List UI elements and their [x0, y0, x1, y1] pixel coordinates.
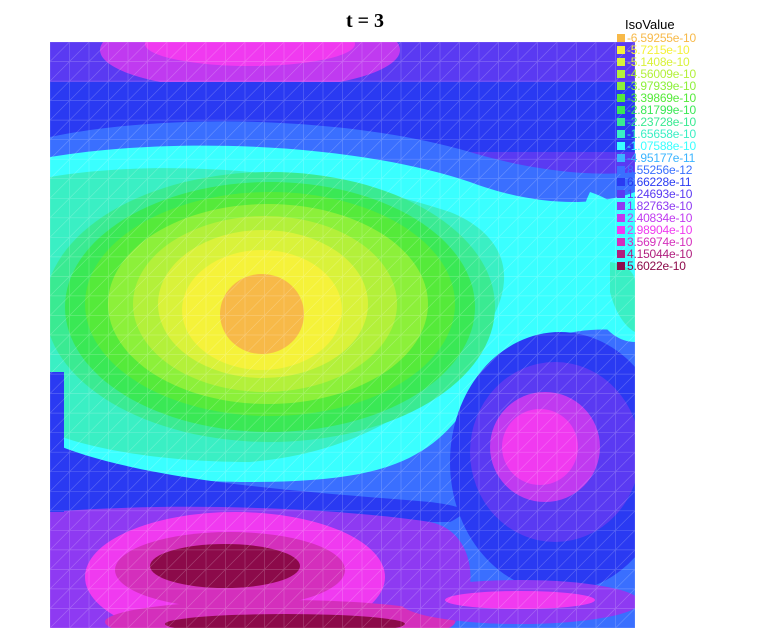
- legend-swatch: [617, 166, 625, 174]
- legend-entry: 8.55256e-12: [617, 164, 696, 176]
- legend-entry: 1.24693e-10: [617, 188, 696, 200]
- mesh-lines: [50, 42, 635, 628]
- legend-entry: -4.95177e-11: [617, 152, 696, 164]
- legend-swatch: [617, 58, 625, 66]
- legend: IsoValue -6.59255e-10 -5.7215e-10 -5.1408e…: [617, 18, 696, 272]
- legend-swatch: [617, 142, 625, 150]
- legend-swatch: [617, 202, 625, 210]
- legend-label: -5.7215e-10: [627, 43, 690, 57]
- legend-swatch: [617, 118, 625, 126]
- legend-entry: -5.1408e-10: [617, 56, 696, 68]
- contour-band: [50, 372, 64, 512]
- legend-entry: -3.97939e-10: [617, 80, 696, 92]
- legend-swatch: [617, 250, 625, 258]
- legend-entry: 5.6022e-10: [617, 260, 696, 272]
- contour-band: [50, 442, 464, 522]
- legend-label: 1.82763e-10: [627, 199, 693, 213]
- legend-label: -3.39869e-10: [627, 91, 696, 105]
- contour-band: [150, 544, 300, 588]
- legend-label: 2.98904e-10: [627, 223, 693, 237]
- legend-label: 2.40834e-10: [627, 211, 693, 225]
- legend-swatch: [617, 190, 625, 198]
- legend-swatch: [617, 178, 625, 186]
- legend-label: -2.23728e-10: [627, 115, 696, 129]
- legend-swatch: [617, 94, 625, 102]
- legend-entry: 6.66228e-11: [617, 176, 696, 188]
- legend-entry: -6.59255e-10: [617, 32, 696, 44]
- legend-swatch: [617, 106, 625, 114]
- legend-entry: 2.40834e-10: [617, 212, 696, 224]
- legend-entry: 3.56974e-10: [617, 236, 696, 248]
- legend-swatch: [617, 214, 625, 222]
- legend-label: -6.59255e-10: [627, 31, 696, 45]
- legend-label: 6.66228e-11: [627, 175, 692, 189]
- legend-swatch: [617, 82, 625, 90]
- legend-entry: -5.7215e-10: [617, 44, 696, 56]
- legend-label: -1.65658e-10: [627, 127, 696, 141]
- legend-label: 8.55256e-12: [627, 163, 693, 177]
- legend-label: 3.56974e-10: [627, 235, 693, 249]
- mesh-grid: [50, 42, 635, 628]
- legend-label: -3.97939e-10: [627, 79, 696, 93]
- legend-swatch: [617, 226, 625, 234]
- legend-swatch: [617, 154, 625, 162]
- contour-band: [445, 591, 595, 609]
- contour-band: [610, 262, 635, 332]
- legend-swatch: [617, 262, 625, 270]
- legend-entry: -3.39869e-10: [617, 92, 696, 104]
- contour-band: [502, 409, 578, 485]
- legend-swatch: [617, 34, 625, 42]
- isovalue-contour-plot: [50, 42, 635, 628]
- legend-swatch: [617, 238, 625, 246]
- legend-swatch: [617, 70, 625, 78]
- legend-swatch: [617, 130, 625, 138]
- legend-entry: 4.15044e-10: [617, 248, 696, 260]
- legend-title: IsoValue: [625, 17, 675, 32]
- legend-entry: -2.23728e-10: [617, 116, 696, 128]
- legend-label: -4.56009e-10: [627, 67, 696, 81]
- legend-label: -2.81799e-10: [627, 103, 696, 117]
- contour-band: [220, 274, 304, 354]
- legend-entry: 2.98904e-10: [617, 224, 696, 236]
- legend-label: -5.1408e-10: [627, 55, 690, 69]
- legend-label: 1.24693e-10: [627, 187, 693, 201]
- legend-label: -4.95177e-11: [627, 151, 696, 165]
- legend-entry: -1.07588e-10: [617, 140, 696, 152]
- legend-swatch: [617, 46, 625, 54]
- legend-entry: -4.56009e-10: [617, 68, 696, 80]
- legend-entry: 1.82763e-10: [617, 200, 696, 212]
- legend-label: 4.15044e-10: [627, 247, 693, 261]
- legend-entry: -1.65658e-10: [617, 128, 696, 140]
- legend-label: -1.07588e-10: [627, 139, 696, 153]
- contour-band: [165, 614, 405, 628]
- chart-title: t = 3: [345, 10, 385, 32]
- legend-label: 5.6022e-10: [627, 259, 686, 273]
- legend-entry: -2.81799e-10: [617, 104, 696, 116]
- contour-band: [145, 42, 355, 66]
